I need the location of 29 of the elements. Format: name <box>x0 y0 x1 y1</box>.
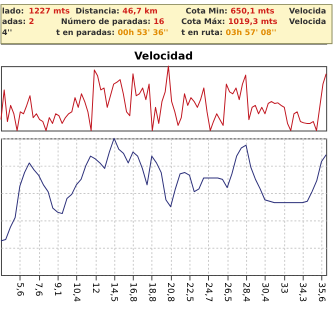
x-tick-label: 12 <box>90 282 100 294</box>
x-tick-label: 30,4 <box>259 282 270 302</box>
x-tick-label: 5,6 <box>14 282 24 297</box>
x-tick-label: 9,1 <box>52 282 62 296</box>
text: 4'' <box>2 28 12 37</box>
text: Cota Máx: 1019,3 mts <box>181 17 278 26</box>
x-tick-label: 33 <box>278 282 288 294</box>
x-tick-label: 35,6 <box>316 282 326 302</box>
text: lado: 1227 mts <box>2 6 70 16</box>
x-tick-label: 34,3 <box>297 282 308 302</box>
chart-title: Velocidad <box>134 50 193 63</box>
text: t en ruta: 03h 57' 08'' <box>181 28 276 37</box>
x-tick-label: 20,8 <box>165 282 176 302</box>
x-tick-label: 16,8 <box>127 282 138 302</box>
x-tick-label: 14,5 <box>108 282 119 302</box>
text: Distancia: 46,7 km <box>75 6 158 16</box>
text: Número de paradas: 16 <box>61 17 164 26</box>
text: adas: 2 <box>2 17 34 26</box>
x-tick-label: 7,6 <box>33 282 44 297</box>
x-tick-label: 22,5 <box>184 282 194 302</box>
x-tick-label: 10,4 <box>70 282 81 302</box>
x-tick-label: 24,7 <box>202 282 213 302</box>
text: Cota Min: 650,1 mts <box>186 6 275 16</box>
x-tick-label: 26,5 <box>222 282 232 302</box>
text: t en paradas: 00h 53' 36'' <box>56 28 168 37</box>
x-tick-label: 28,4 <box>240 282 251 302</box>
x-tick-label: 18,8 <box>146 282 156 302</box>
text: Velocida <box>289 6 326 16</box>
text: Velocida <box>289 17 326 26</box>
